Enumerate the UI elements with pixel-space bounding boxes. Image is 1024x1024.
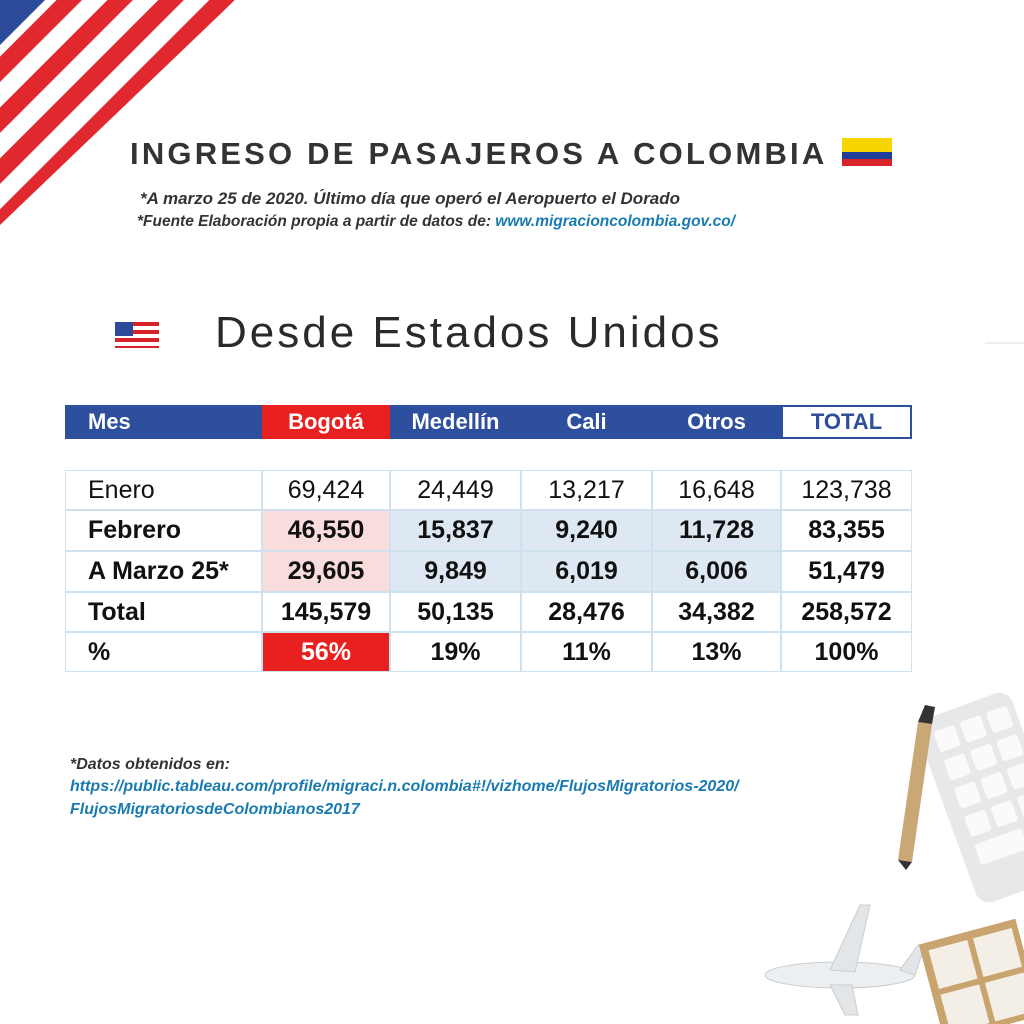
table-cell: 13% — [652, 632, 781, 672]
table-cell: 258,572 — [781, 592, 912, 632]
table-cell: 51,479 — [781, 551, 912, 592]
table-cell: 46,550 — [262, 510, 390, 551]
pen — [898, 705, 935, 870]
table-cell: 100% — [781, 632, 912, 672]
table-cell: 83,355 — [781, 510, 912, 551]
keyboard — [917, 692, 1024, 903]
source-note: *Fuente Elaboración propia a partir de d… — [137, 213, 735, 231]
source-text: *Fuente Elaboración propia a partir de d… — [137, 213, 491, 230]
table-cell: 11% — [521, 632, 652, 672]
table-cell: 13,217 — [521, 470, 652, 510]
airplane — [764, 904, 926, 1016]
table-cell: Febrero — [65, 510, 262, 551]
column-header: Mes — [65, 405, 262, 439]
column-header: Cali — [521, 405, 652, 439]
table-cell: 145,579 — [262, 592, 390, 632]
table-cell: 69,424 — [262, 470, 390, 510]
table-cell: 28,476 — [521, 592, 652, 632]
section-title: Desde Estados Unidos — [215, 308, 723, 357]
source-link: www.migracioncolombia.gov.co/ — [495, 213, 736, 230]
table-cell: Enero — [65, 470, 262, 510]
table-cell: 56% — [262, 632, 390, 672]
footer-label: *Datos obtenidos en: — [70, 756, 231, 773]
table-cell: 19% — [390, 632, 521, 672]
table-cell: Total — [65, 592, 262, 632]
column-header: TOTAL — [781, 405, 912, 439]
table-cell: % — [65, 632, 262, 672]
table-cell: 6,006 — [652, 551, 781, 592]
footer-link: FlujosMigratoriosdeColombianos2017 — [70, 801, 360, 818]
column-header: Otros — [652, 405, 781, 439]
us-flag-small — [115, 322, 159, 348]
table-cell: 50,135 — [390, 592, 521, 632]
table-cell: A Marzo 25* — [65, 551, 262, 592]
table-cell: 123,738 — [781, 470, 912, 510]
table-cell: 6,019 — [521, 551, 652, 592]
column-header: Bogotá — [262, 405, 390, 439]
footer-link: https://public.tableau.com/profile/migra… — [70, 778, 739, 795]
table-cell: 15,837 — [390, 510, 521, 551]
colombia-flag — [842, 138, 892, 166]
table-cell: 29,605 — [262, 551, 390, 592]
column-header: Medellín — [390, 405, 521, 439]
table-cell: 9,240 — [521, 510, 652, 551]
box — [918, 918, 1024, 1024]
note: *A marzo 25 de 2020. Último día que oper… — [140, 189, 681, 208]
table-cell: 34,382 — [652, 592, 781, 632]
table-cell: 24,449 — [390, 470, 521, 510]
table-cell: 16,648 — [652, 470, 781, 510]
table-cell: 11,728 — [652, 510, 781, 551]
title: INGRESO DE PASAJEROS A COLOMBIA — [130, 136, 828, 171]
table-cell: 9,849 — [390, 551, 521, 592]
us-flag-corner — [0, 0, 235, 225]
